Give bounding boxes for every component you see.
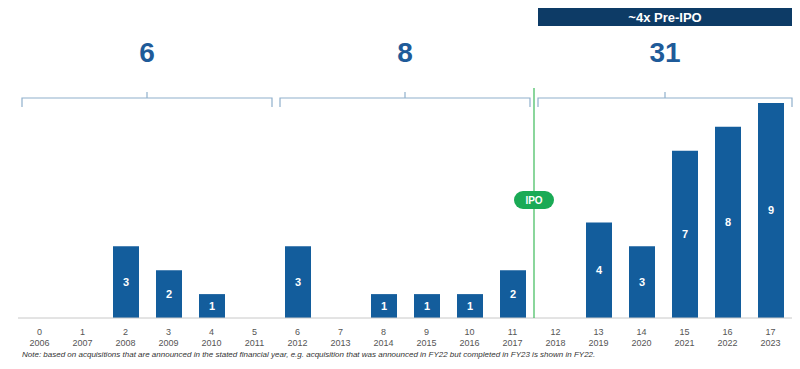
svg-text:3: 3: [295, 276, 301, 288]
svg-text:2022: 2022: [717, 338, 737, 348]
svg-text:2023: 2023: [760, 338, 780, 348]
svg-text:2010: 2010: [201, 338, 221, 348]
svg-text:2: 2: [166, 288, 172, 300]
svg-text:9: 9: [424, 327, 429, 337]
svg-text:1: 1: [209, 300, 215, 312]
svg-text:2018: 2018: [545, 338, 565, 348]
svg-text:IPO: IPO: [525, 195, 542, 206]
svg-text:~4x Pre-IPO: ~4x Pre-IPO: [628, 10, 701, 25]
svg-text:6: 6: [295, 327, 300, 337]
svg-text:6: 6: [139, 37, 155, 68]
svg-text:17: 17: [765, 327, 775, 337]
svg-text:3: 3: [123, 276, 129, 288]
svg-text:9: 9: [768, 204, 774, 216]
svg-text:2016: 2016: [459, 338, 479, 348]
svg-text:3: 3: [639, 276, 645, 288]
svg-text:2013: 2013: [330, 338, 350, 348]
svg-text:2021: 2021: [674, 338, 694, 348]
svg-text:2007: 2007: [72, 338, 92, 348]
svg-text:13: 13: [593, 327, 603, 337]
svg-text:11: 11: [508, 327, 517, 337]
svg-text:5: 5: [252, 327, 257, 337]
svg-text:2019: 2019: [588, 338, 608, 348]
svg-text:4: 4: [596, 264, 603, 276]
svg-text:10: 10: [464, 327, 474, 337]
svg-text:2012: 2012: [287, 338, 307, 348]
svg-text:2011: 2011: [245, 338, 264, 348]
svg-text:2: 2: [123, 327, 128, 337]
svg-text:2006: 2006: [29, 338, 49, 348]
svg-text:2017: 2017: [502, 338, 522, 348]
svg-text:1: 1: [467, 300, 473, 312]
svg-text:1: 1: [424, 300, 430, 312]
svg-text:2015: 2015: [416, 338, 436, 348]
svg-text:12: 12: [550, 327, 560, 337]
svg-text:Note: based on acquisitions th: Note: based on acquisitions that are ann…: [22, 350, 595, 359]
svg-text:1: 1: [381, 300, 387, 312]
svg-text:7: 7: [682, 228, 688, 240]
svg-text:7: 7: [338, 327, 343, 337]
svg-text:3: 3: [166, 327, 171, 337]
svg-text:4: 4: [209, 327, 214, 337]
svg-text:2009: 2009: [158, 338, 178, 348]
svg-text:15: 15: [679, 327, 689, 337]
svg-text:8: 8: [397, 37, 413, 68]
svg-text:2014: 2014: [373, 338, 393, 348]
svg-text:8: 8: [381, 327, 386, 337]
svg-text:16: 16: [722, 327, 732, 337]
svg-text:2008: 2008: [115, 338, 135, 348]
svg-text:1: 1: [80, 327, 85, 337]
svg-text:2020: 2020: [631, 338, 651, 348]
svg-text:31: 31: [649, 37, 680, 68]
svg-text:14: 14: [636, 327, 646, 337]
svg-text:0: 0: [37, 327, 42, 337]
svg-text:2: 2: [510, 288, 516, 300]
svg-text:8: 8: [725, 216, 731, 228]
